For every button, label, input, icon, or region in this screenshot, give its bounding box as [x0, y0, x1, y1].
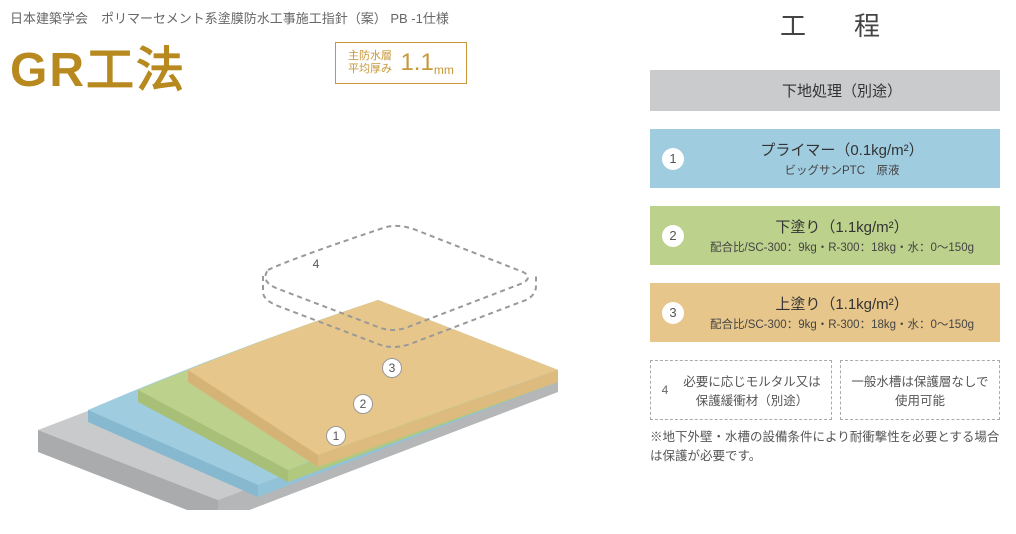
- optional-text-2: 一般水槽は保護層なしで使用可能: [849, 371, 991, 409]
- step-num: 3: [662, 302, 684, 324]
- step-title: 下塗り（1.1kg/m²）: [696, 216, 988, 237]
- page-title: GR工法: [10, 30, 186, 100]
- thickness-box: 主防水層平均厚み 1.1mm: [335, 42, 467, 84]
- step-num: 1: [662, 148, 684, 170]
- step-topcoat: 3 上塗り（1.1kg/m²） 配合比/SC-300：9kg・R-300：18k…: [650, 283, 1000, 342]
- thickness-value: 1.1: [400, 49, 433, 77]
- optional-box-1: 4 必要に応じモルタル又は保護緩衝材（別途）: [650, 360, 832, 420]
- step-title: 下地処理（別途）: [696, 80, 988, 101]
- section-title: 工程: [780, 6, 928, 43]
- step-undercoat: 2 下塗り（1.1kg/m²） 配合比/SC-300：9kg・R-300：18k…: [650, 206, 1000, 265]
- process-steps: 下地処理（別途） 1 プライマー（0.1kg/m²） ビッグサンPTC 原液 2…: [650, 70, 1000, 466]
- step-primer: 1 プライマー（0.1kg/m²） ビッグサンPTC 原液: [650, 129, 1000, 188]
- footnote: ※地下外壁・水槽の設備条件により耐衝撃性を必要とする場合は保護が必要です。: [650, 428, 1000, 466]
- step-num: 2: [662, 225, 684, 247]
- optional-row: 4 必要に応じモルタル又は保護緩衝材（別途） 一般水槽は保護層なしで使用可能: [650, 360, 1000, 420]
- step-num: 4: [655, 380, 675, 400]
- step-title: 上塗り（1.1kg/m²）: [696, 293, 988, 314]
- thickness-label: 主防水層平均厚み: [348, 50, 392, 76]
- thickness-unit: mm: [434, 63, 454, 77]
- step-title: プライマー（0.1kg/m²）: [696, 139, 988, 160]
- header-subtitle: 日本建築学会 ポリマーセメント系塗膜防水工事施工指針（案） PB -1仕様: [10, 8, 449, 27]
- step-base: 下地処理（別途）: [650, 70, 1000, 111]
- step-sub: 配合比/SC-300：9kg・R-300：18kg・水：0〜150g: [696, 316, 988, 332]
- optional-text-1: 必要に応じモルタル又は保護緩衝材（別途）: [681, 371, 823, 409]
- diagram-num-4: 4: [306, 254, 326, 274]
- diagram-num-1: 1: [326, 426, 346, 446]
- layer-diagram: 1 2 3 4: [28, 150, 568, 510]
- diagram-num-2: 2: [353, 394, 373, 414]
- optional-box-2: 一般水槽は保護層なしで使用可能: [840, 360, 1000, 420]
- step-sub: 配合比/SC-300：9kg・R-300：18kg・水：0〜150g: [696, 239, 988, 255]
- diagram-num-3: 3: [382, 358, 402, 378]
- step-sub: ビッグサンPTC 原液: [696, 162, 988, 178]
